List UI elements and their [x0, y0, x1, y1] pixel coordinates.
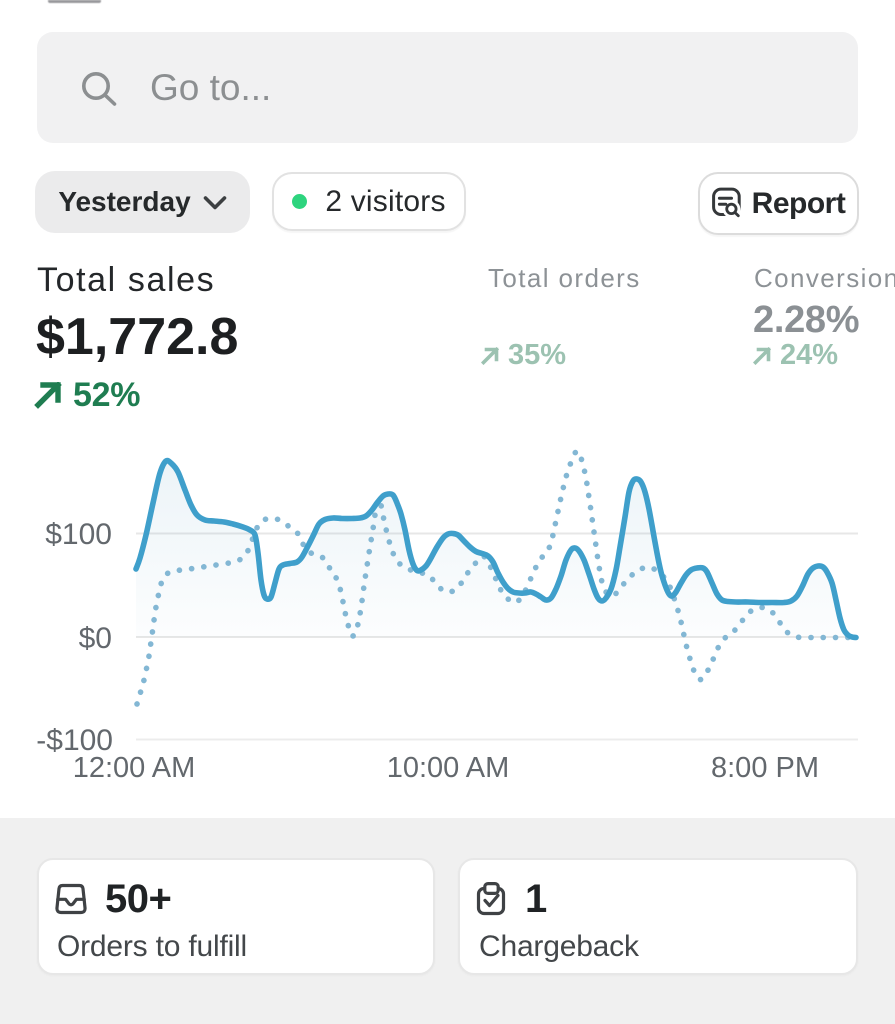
svg-text:12:00 AM: 12:00 AM [73, 752, 196, 784]
svg-text:8:00 PM: 8:00 PM [711, 752, 819, 784]
svg-text:$100: $100 [45, 518, 112, 551]
svg-text:$0: $0 [79, 622, 112, 655]
svg-text:10:00 AM: 10:00 AM [387, 752, 510, 784]
svg-text:-$100: -$100 [36, 724, 113, 757]
